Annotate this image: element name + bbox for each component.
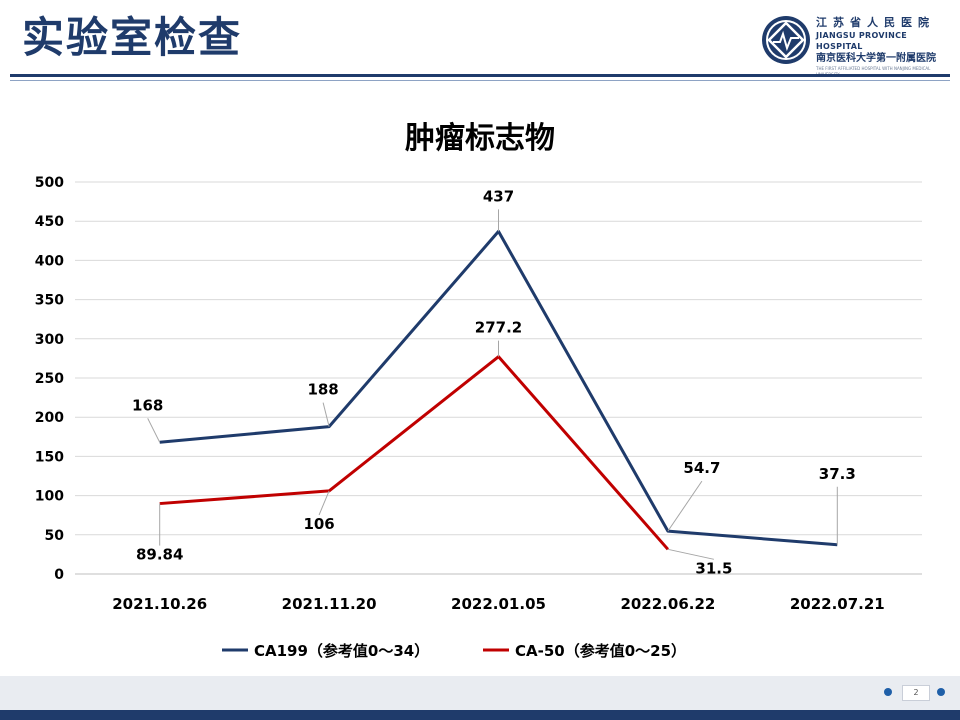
data-label: 89.84	[136, 546, 183, 564]
data-label-leader	[667, 548, 715, 560]
y-tick-label: 400	[35, 253, 64, 269]
series-line-ca50	[159, 355, 670, 551]
logo-affiliation: 南京医科大学第一附属医院	[816, 53, 936, 64]
footer-band	[0, 676, 960, 710]
footer-bar	[0, 710, 960, 720]
data-label: 106	[303, 515, 334, 533]
y-tick-label: 350	[35, 293, 64, 309]
y-axis-ticks: 0 50 100 150 200 250 300 350 400 450 500	[35, 175, 64, 583]
gridlines	[75, 181, 922, 575]
nav-dot-left[interactable]	[884, 688, 892, 696]
data-label: 188	[307, 381, 338, 399]
series-line-ca199	[159, 229, 838, 547]
y-tick-label: 250	[35, 371, 64, 387]
nav-dot-right[interactable]	[937, 688, 945, 696]
header-rule-thin	[10, 80, 950, 81]
y-tick-label: 100	[35, 489, 64, 505]
data-label-leader	[318, 490, 330, 516]
data-label: 168	[132, 396, 163, 414]
x-tick-label: 2022.01.05	[451, 595, 546, 613]
data-label-leader	[147, 418, 161, 443]
hospital-emblem-icon	[762, 16, 810, 64]
data-label-leader	[667, 480, 703, 532]
x-tick-label: 2022.07.21	[790, 595, 885, 613]
chart-title: 肿瘤标志物	[405, 121, 555, 156]
slide-title: 实验室检查	[22, 13, 243, 62]
data-label: 37.3	[819, 465, 856, 483]
data-label-leader	[322, 402, 330, 427]
x-tick-label: 2021.10.26	[112, 595, 207, 613]
logo-english-name: JIANGSU PROVINCE HOSPITAL	[816, 31, 908, 51]
data-label: 277.2	[475, 319, 522, 337]
tumor-marker-chart: 肿瘤标志物 0 50 100 150 200 250 300 350 400 450 500 202…	[35, 121, 922, 660]
y-tick-label: 150	[35, 449, 64, 465]
x-axis-ticks: 2021.10.26 2021.11.20 2022.01.05 2022.06.22…	[112, 595, 885, 613]
legend-label: CA-50（参考值0～25）	[515, 642, 686, 660]
data-label: 437	[483, 187, 514, 205]
header-rule	[10, 74, 950, 77]
y-tick-label: 450	[35, 214, 64, 230]
y-tick-label: 200	[35, 410, 64, 426]
y-tick-label: 0	[54, 567, 64, 583]
series-layer: 168 188 437 54.7 37.3 89.84 106 277.2 31.5	[132, 187, 856, 577]
y-tick-label: 300	[35, 332, 64, 348]
y-tick-label: 500	[35, 175, 64, 191]
logo-chinese-name: 江苏省人民医院	[816, 16, 935, 29]
legend-label: CA199（参考值0～34）	[254, 642, 429, 660]
y-tick-label: 50	[45, 528, 65, 544]
page-number: 2	[902, 685, 930, 701]
x-tick-label: 2021.11.20	[282, 595, 377, 613]
legend: CA199（参考值0～34） CA-50（参考值0～25）	[222, 642, 686, 660]
data-label: 31.5	[695, 559, 732, 577]
data-label: 54.7	[683, 459, 720, 477]
x-tick-label: 2022.06.22	[620, 595, 715, 613]
